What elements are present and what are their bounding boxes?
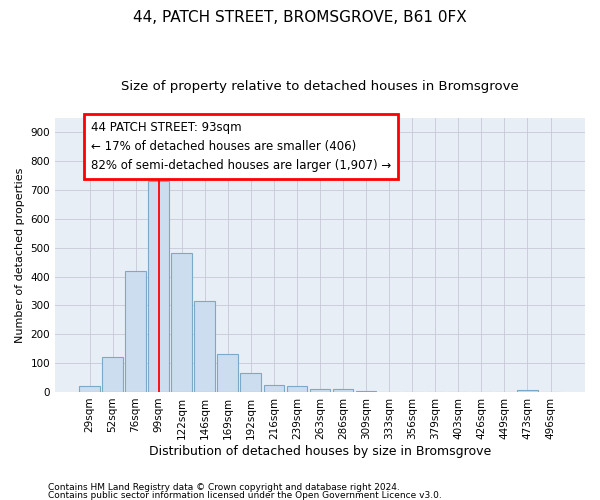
Bar: [217, 354, 238, 392]
Bar: [125, 270, 146, 392]
Bar: [102, 356, 123, 392]
Bar: [148, 182, 169, 392]
Y-axis label: Number of detached properties: Number of detached properties: [15, 167, 25, 342]
Bar: [194, 301, 215, 392]
Text: Contains HM Land Registry data © Crown copyright and database right 2024.: Contains HM Land Registry data © Crown c…: [48, 484, 400, 492]
Bar: [79, 386, 100, 392]
Bar: [517, 390, 538, 392]
Bar: [287, 386, 307, 392]
Bar: [241, 372, 261, 392]
X-axis label: Distribution of detached houses by size in Bromsgrove: Distribution of detached houses by size …: [149, 444, 491, 458]
Bar: [310, 389, 331, 392]
Bar: [332, 389, 353, 392]
Bar: [172, 254, 192, 392]
Bar: [263, 384, 284, 392]
Text: 44 PATCH STREET: 93sqm
← 17% of detached houses are smaller (406)
82% of semi-de: 44 PATCH STREET: 93sqm ← 17% of detached…: [91, 120, 391, 172]
Text: Contains public sector information licensed under the Open Government Licence v3: Contains public sector information licen…: [48, 490, 442, 500]
Text: 44, PATCH STREET, BROMSGROVE, B61 0FX: 44, PATCH STREET, BROMSGROVE, B61 0FX: [133, 10, 467, 25]
Bar: [356, 390, 376, 392]
Title: Size of property relative to detached houses in Bromsgrove: Size of property relative to detached ho…: [121, 80, 519, 93]
